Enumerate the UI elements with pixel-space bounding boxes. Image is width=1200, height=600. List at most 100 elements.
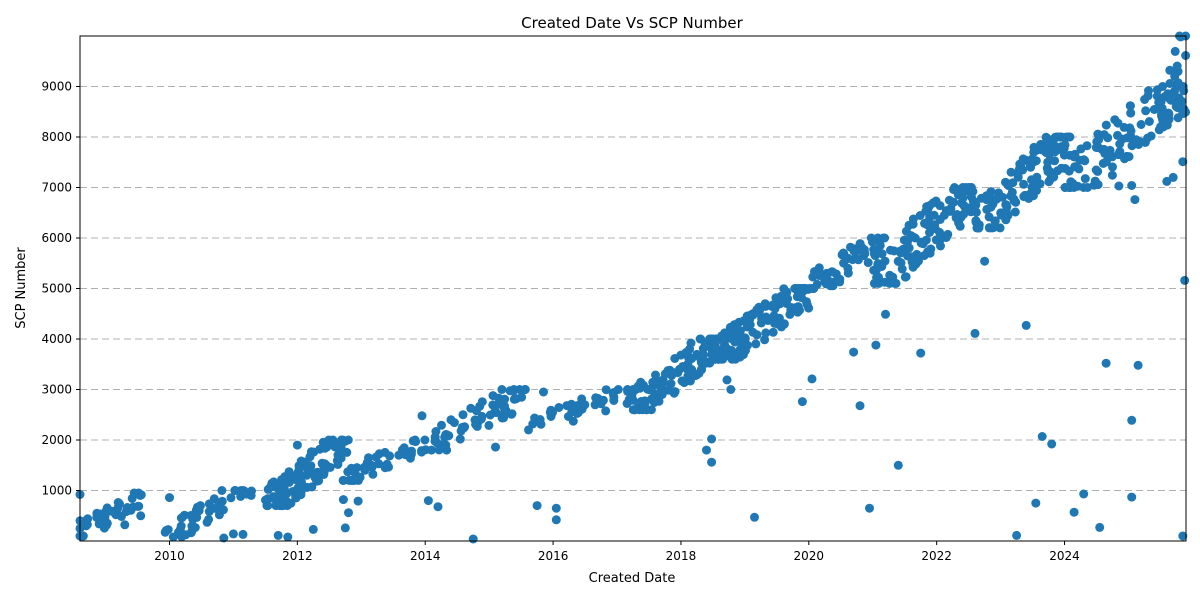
data-point [1069,507,1079,517]
data-point [970,328,980,338]
data-point [660,369,670,379]
data-point [1141,106,1151,116]
data-point [283,532,293,542]
data-point [750,512,759,522]
data-point [509,394,519,404]
data-point [1165,65,1175,75]
data-point [333,450,343,460]
data-point [896,258,906,268]
data-point [931,235,941,245]
data-point [1032,178,1042,188]
data-point [1178,157,1188,167]
data-point [548,408,557,417]
data-point [737,332,747,342]
data-point [368,469,378,479]
data-point [935,227,945,237]
y-tick-label: 8000 [41,130,72,144]
data-point [871,340,881,350]
y-tick-label: 4000 [41,332,72,346]
data-point [1172,61,1182,71]
data-point [294,463,304,473]
data-point [1127,141,1137,151]
data-point [319,470,329,479]
data-point [1050,156,1060,166]
data-point [347,475,357,485]
y-tick-label: 5000 [41,282,72,296]
data-point [860,248,870,258]
data-point [165,493,174,503]
data-point [697,351,707,361]
data-point [793,302,803,312]
data-point [796,284,806,293]
data-point [893,460,903,470]
data-point [1136,120,1146,129]
data-point [1019,179,1029,189]
data-point [532,501,542,511]
data-point [1125,123,1135,133]
data-point [908,214,918,224]
data-point [188,523,198,533]
data-point [1091,165,1101,175]
data-point [121,507,131,516]
data-point [1060,132,1070,142]
data-point [971,200,981,210]
data-point [851,253,861,263]
data-point [204,507,214,516]
data-point [101,507,111,517]
data-point [242,489,251,499]
data-point [760,299,770,309]
data-point [1176,101,1186,111]
data-point [1178,531,1188,541]
data-point [437,420,446,430]
data-point [1162,176,1172,186]
data-point [1012,530,1022,540]
data-point [468,534,478,544]
data-point [849,347,859,357]
data-point [1026,162,1036,172]
data-point [500,401,509,411]
data-point [432,438,442,448]
data-point [1101,120,1111,130]
data-point [572,408,582,418]
data-point [1093,180,1103,190]
data-point [551,515,561,525]
data-point [1060,140,1070,150]
data-point [1113,118,1123,128]
data-point [1170,72,1180,81]
data-point [1028,191,1038,201]
y-axis-ticks: 1000 2000 3000 4000 5000 6000 7000 8000 9000 [41,80,80,498]
data-point [1130,195,1140,205]
data-point [458,410,468,420]
data-point [1101,358,1111,368]
data-point [83,514,93,524]
data-point [955,221,965,231]
data-point [1165,79,1175,88]
x-tick-label: 2024 [1049,549,1080,563]
data-point [517,392,527,402]
data-point [1016,159,1026,169]
data-point [520,385,530,394]
data-point [1113,130,1122,140]
data-point [292,440,302,450]
data-point [337,435,346,445]
data-point [507,409,516,419]
data-point [484,420,494,430]
data-point [855,401,865,411]
data-point [1158,122,1168,132]
data-point [713,354,723,364]
data-point [1036,140,1046,150]
data-point [488,400,498,410]
x-tick-label: 2018 [666,549,697,563]
data-point [411,437,421,447]
data-point [1126,108,1136,118]
data-point [288,487,298,496]
data-point [889,246,899,256]
data-point [838,248,848,258]
data-point [696,334,706,344]
data-point [971,207,981,217]
x-axis-ticks: 2010 2012 2014 2016 2018 2020 2022 2024 [154,541,1080,563]
data-point [230,486,240,495]
data-point [1124,152,1134,162]
data-point [1019,192,1029,202]
